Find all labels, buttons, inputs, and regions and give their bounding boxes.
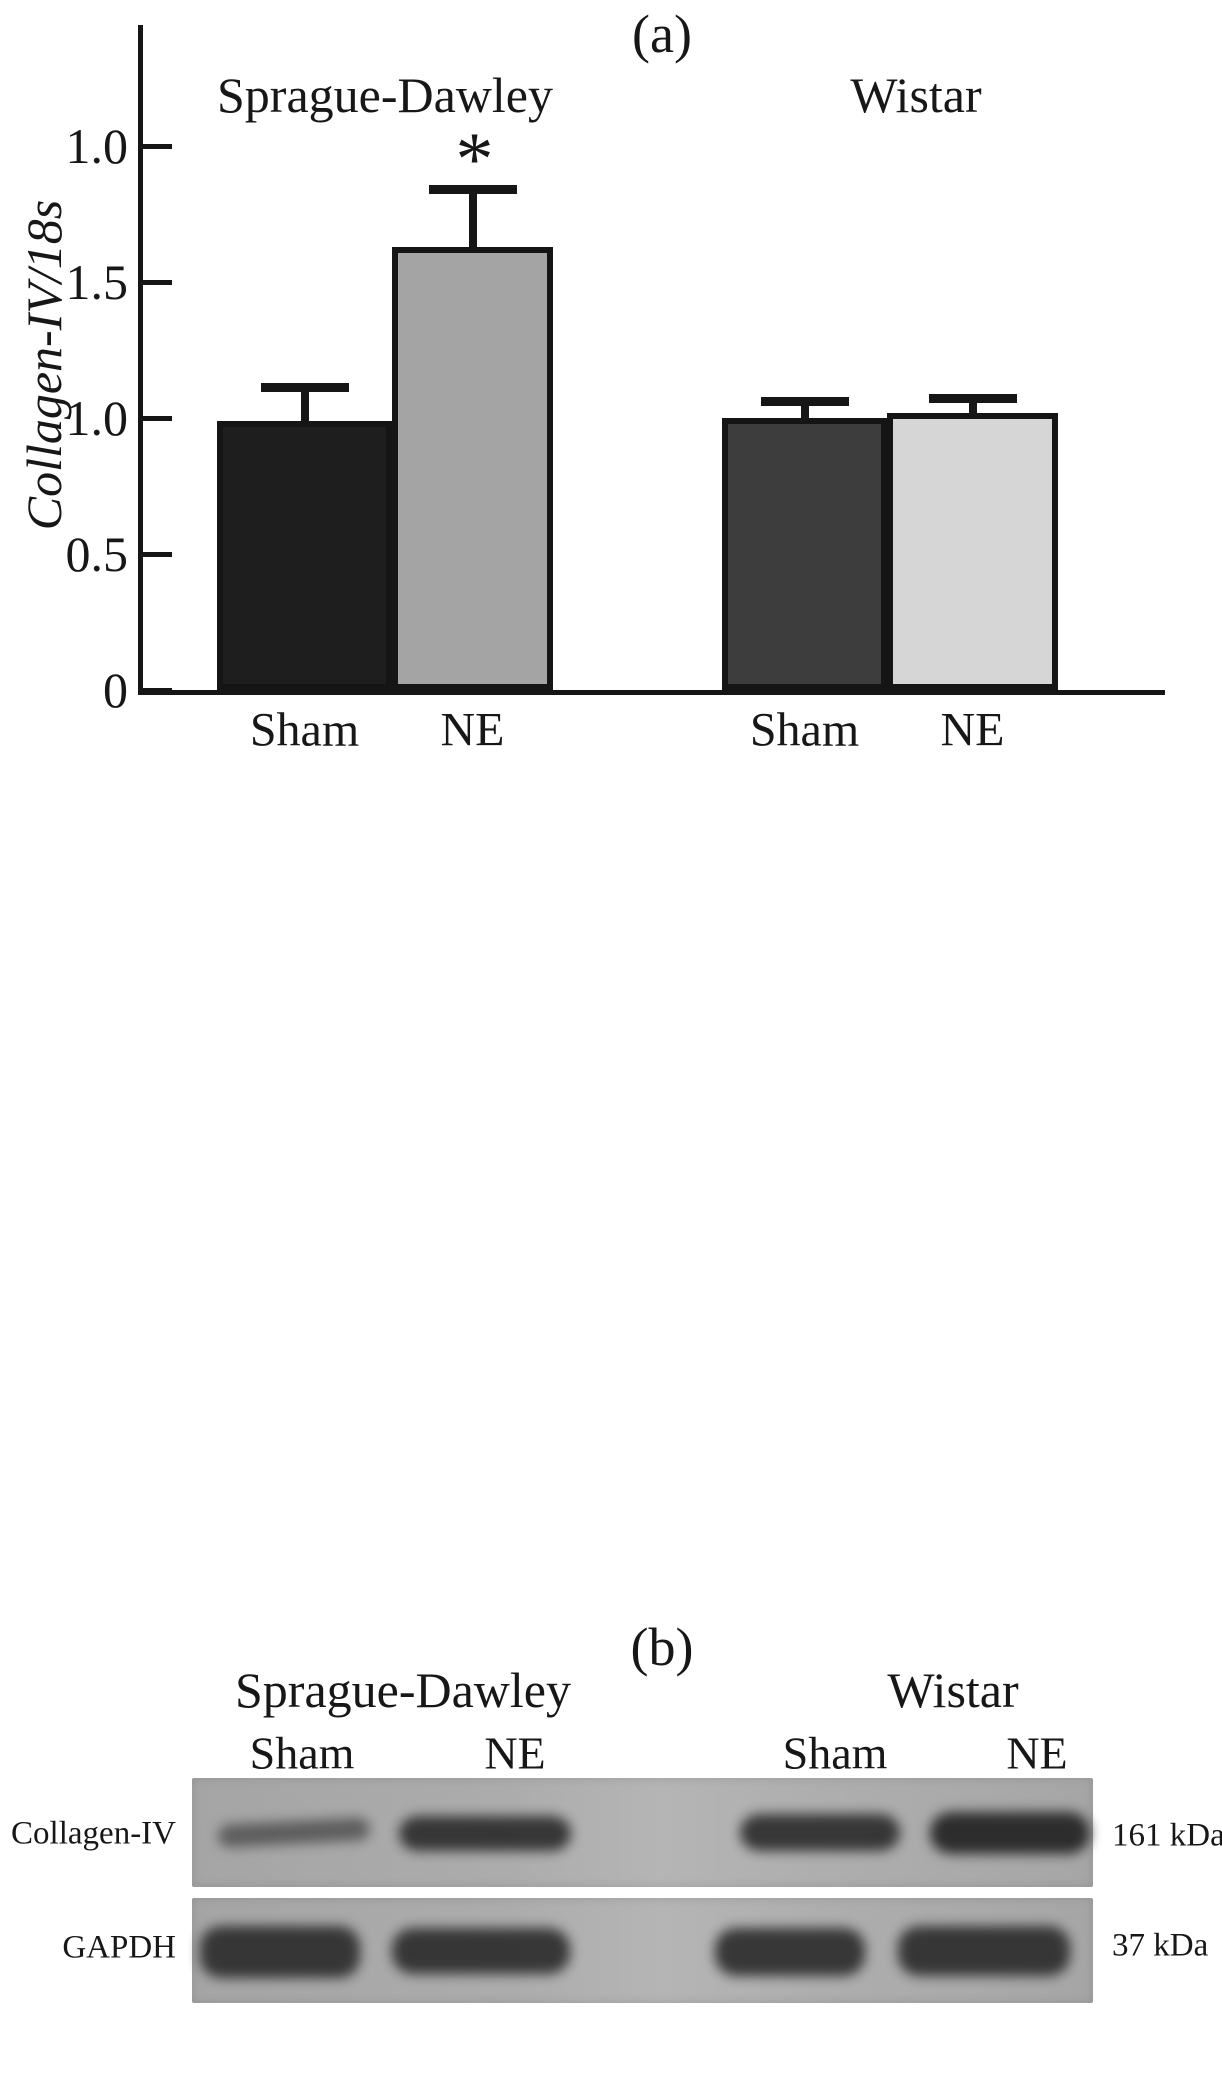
error-bar-stem bbox=[468, 189, 477, 247]
error-bar-cap bbox=[260, 383, 349, 393]
y-tick-mark bbox=[138, 416, 172, 421]
blot-row-label: Collagen-IV bbox=[11, 1815, 176, 1852]
bar-ne-1 bbox=[392, 246, 553, 690]
blot-band-row0-lane1 bbox=[399, 1816, 571, 1851]
bar-sham-0 bbox=[217, 420, 392, 690]
error-bar-cap bbox=[760, 396, 849, 406]
lane-label: Sham bbox=[249, 1727, 355, 1779]
error-bar-stem bbox=[968, 398, 977, 413]
blot-band-row1-lane2 bbox=[715, 1928, 865, 1976]
blot-band-row1-lane3 bbox=[898, 1926, 1070, 1976]
y-axis-line bbox=[138, 25, 143, 695]
y-tick-label: 0.5 bbox=[65, 526, 129, 582]
molecular-weight-label: 161 kDa bbox=[1112, 1817, 1222, 1854]
molecular-weight-label: 37 kDa bbox=[1112, 1927, 1209, 1964]
group-title-sprague-dawley: Sprague-Dawley bbox=[235, 1662, 571, 1718]
blot-band-row0-lane3 bbox=[930, 1812, 1090, 1854]
panel-a-bar-chart: (a) Sprague-Dawley Wistar Collagen-IV/18s 0 0… bbox=[0, 0, 1222, 770]
x-category-label: NE bbox=[940, 703, 1005, 757]
blot-row-label: GAPDH bbox=[62, 1929, 176, 1966]
panel-b-western-blot: (b) Sprague-Dawley Wistar Sham NE Sham NE Colla… bbox=[0, 770, 1222, 2003]
panel-tag: (b) bbox=[630, 1617, 694, 1677]
y-tick-mark bbox=[138, 552, 172, 557]
group-title-wistar: Wistar bbox=[887, 1662, 1019, 1718]
error-bar-stem bbox=[300, 388, 309, 421]
y-tick-label: 1.0 bbox=[65, 390, 129, 446]
group-title-sprague-dawley: Sprague-Dawley bbox=[217, 67, 553, 123]
panel-tag: (a) bbox=[632, 4, 692, 64]
error-bar-cap bbox=[428, 184, 517, 194]
x-category-label: NE bbox=[440, 703, 505, 757]
blot-band-row1-lane1 bbox=[392, 1928, 570, 1974]
error-bar-stem bbox=[800, 401, 809, 418]
blot-band-row1-lane0 bbox=[200, 1926, 360, 1978]
error-bar-cap bbox=[928, 393, 1017, 403]
blot-band-row0-lane2 bbox=[740, 1814, 900, 1851]
panel-c-bar-chart: (c)Sprague-DawleyWistarCollagen-IV/GAPDH… bbox=[0, 1270, 1222, 2074]
y-tick-mark bbox=[138, 144, 172, 149]
lane-label: NE bbox=[1006, 1727, 1068, 1779]
bar-ne-3 bbox=[887, 412, 1058, 690]
x-category-label: Sham bbox=[749, 703, 860, 757]
lane-label: Sham bbox=[782, 1727, 888, 1779]
significance-asterisk: * bbox=[455, 117, 494, 202]
x-category-label: Sham bbox=[249, 703, 360, 757]
group-title-wistar: Wistar bbox=[850, 67, 982, 123]
y-tick-mark bbox=[138, 280, 172, 285]
y-tick-label: 0 bbox=[103, 662, 128, 718]
lane-label: NE bbox=[484, 1727, 546, 1779]
y-axis-title: Collagen-IV/18s bbox=[16, 199, 72, 531]
y-tick-label: 1.0 bbox=[65, 118, 129, 174]
x-axis-line bbox=[138, 690, 1165, 695]
bar-sham-2 bbox=[722, 418, 887, 690]
y-tick-label: 1.5 bbox=[65, 254, 129, 310]
y-tick-mark bbox=[138, 688, 172, 693]
